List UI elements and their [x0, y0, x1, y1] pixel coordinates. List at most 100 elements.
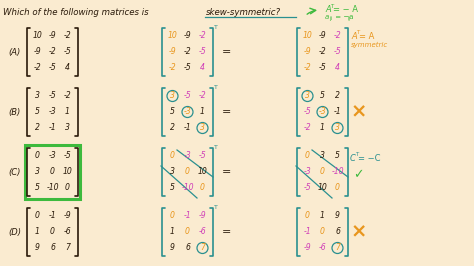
Text: 7: 7	[200, 243, 205, 252]
Text: 4: 4	[335, 64, 340, 73]
Text: =: =	[222, 167, 232, 177]
Text: -1: -1	[49, 211, 56, 221]
Text: ij: ij	[348, 16, 351, 21]
Text: 3: 3	[170, 168, 175, 177]
Text: = − A: = − A	[333, 5, 358, 14]
Text: -10: -10	[331, 168, 344, 177]
Text: -9: -9	[64, 211, 71, 221]
Text: 10: 10	[168, 31, 177, 40]
Text: -2: -2	[199, 92, 206, 101]
Text: 9: 9	[335, 211, 340, 221]
Text: 0: 0	[320, 168, 325, 177]
Text: a: a	[325, 14, 329, 20]
Text: -5: -5	[184, 92, 191, 101]
Text: 1: 1	[320, 211, 325, 221]
Text: 5: 5	[35, 184, 40, 193]
Text: 0: 0	[170, 211, 175, 221]
Text: 2: 2	[35, 123, 40, 132]
Text: 0: 0	[305, 211, 310, 221]
Text: 0: 0	[50, 168, 55, 177]
Text: -1: -1	[184, 211, 191, 221]
Text: T: T	[214, 85, 218, 90]
Text: 9: 9	[170, 243, 175, 252]
Text: -5: -5	[304, 107, 311, 117]
Text: 0: 0	[185, 227, 190, 236]
Text: = −a: = −a	[333, 14, 354, 20]
Text: -5: -5	[199, 152, 206, 160]
Text: 0: 0	[200, 184, 205, 193]
Text: 3: 3	[320, 152, 325, 160]
Text: -5: -5	[49, 92, 56, 101]
Text: 3: 3	[200, 123, 205, 132]
Text: -3: -3	[49, 107, 56, 117]
Text: -5: -5	[319, 64, 326, 73]
Text: -1: -1	[184, 123, 191, 132]
Text: (C): (C)	[8, 168, 20, 177]
Text: 0: 0	[65, 184, 70, 193]
Text: -5: -5	[199, 48, 206, 56]
Text: -2: -2	[304, 64, 311, 73]
Text: 10: 10	[198, 168, 207, 177]
Text: 0: 0	[335, 184, 340, 193]
Text: -1: -1	[334, 107, 341, 117]
Text: -1: -1	[49, 123, 56, 132]
Text: -5: -5	[64, 152, 71, 160]
Text: -2: -2	[64, 92, 71, 101]
Text: T: T	[330, 3, 333, 9]
Text: -9: -9	[184, 31, 191, 40]
Text: (A): (A)	[8, 48, 20, 56]
Text: 5: 5	[170, 184, 175, 193]
Text: -2: -2	[49, 48, 56, 56]
Text: -5: -5	[64, 48, 71, 56]
Text: =: =	[222, 47, 232, 57]
Text: 0: 0	[320, 227, 325, 236]
Text: -6: -6	[199, 227, 206, 236]
Text: 3: 3	[65, 123, 70, 132]
Text: 0: 0	[170, 152, 175, 160]
Text: -2: -2	[34, 64, 41, 73]
Text: -9: -9	[49, 31, 56, 40]
Text: -6: -6	[64, 227, 71, 236]
Text: -2: -2	[199, 31, 206, 40]
Text: ×: ×	[351, 102, 367, 122]
Text: T: T	[214, 145, 218, 150]
Text: 10: 10	[33, 31, 42, 40]
Text: -2: -2	[334, 31, 341, 40]
Text: (B): (B)	[8, 107, 20, 117]
Text: 3: 3	[335, 123, 340, 132]
Text: 6: 6	[335, 227, 340, 236]
Text: 6: 6	[185, 243, 190, 252]
Text: -9: -9	[319, 31, 326, 40]
Text: 0: 0	[35, 152, 40, 160]
Text: 1: 1	[200, 107, 205, 117]
Text: -9: -9	[199, 211, 206, 221]
Text: skew-symmetric?: skew-symmetric?	[206, 8, 281, 17]
Text: 2: 2	[335, 92, 340, 101]
Text: 1: 1	[320, 123, 325, 132]
Text: 6: 6	[50, 243, 55, 252]
Text: A: A	[351, 32, 357, 41]
Text: 5: 5	[320, 92, 325, 101]
Text: -6: -6	[319, 243, 326, 252]
Text: 0: 0	[305, 152, 310, 160]
Text: ×: ×	[351, 222, 367, 242]
Text: -3: -3	[49, 152, 56, 160]
Text: 0: 0	[185, 168, 190, 177]
Text: 2: 2	[170, 123, 175, 132]
Text: 7: 7	[335, 243, 340, 252]
Text: 5: 5	[170, 107, 175, 117]
Text: =: =	[222, 227, 232, 237]
Bar	[25, 145, 80, 199]
Text: -5: -5	[184, 64, 191, 73]
Text: -10: -10	[46, 184, 59, 193]
Text: ✓: ✓	[353, 168, 363, 181]
Text: 4: 4	[65, 64, 70, 73]
Text: T: T	[214, 25, 218, 30]
Text: -2: -2	[184, 48, 191, 56]
Text: 5: 5	[35, 107, 40, 117]
Text: 10: 10	[302, 31, 312, 40]
Text: -3: -3	[304, 168, 311, 177]
Text: 3: 3	[170, 92, 175, 101]
Text: = −C: = −C	[358, 154, 381, 163]
Text: = A: = A	[359, 32, 374, 41]
